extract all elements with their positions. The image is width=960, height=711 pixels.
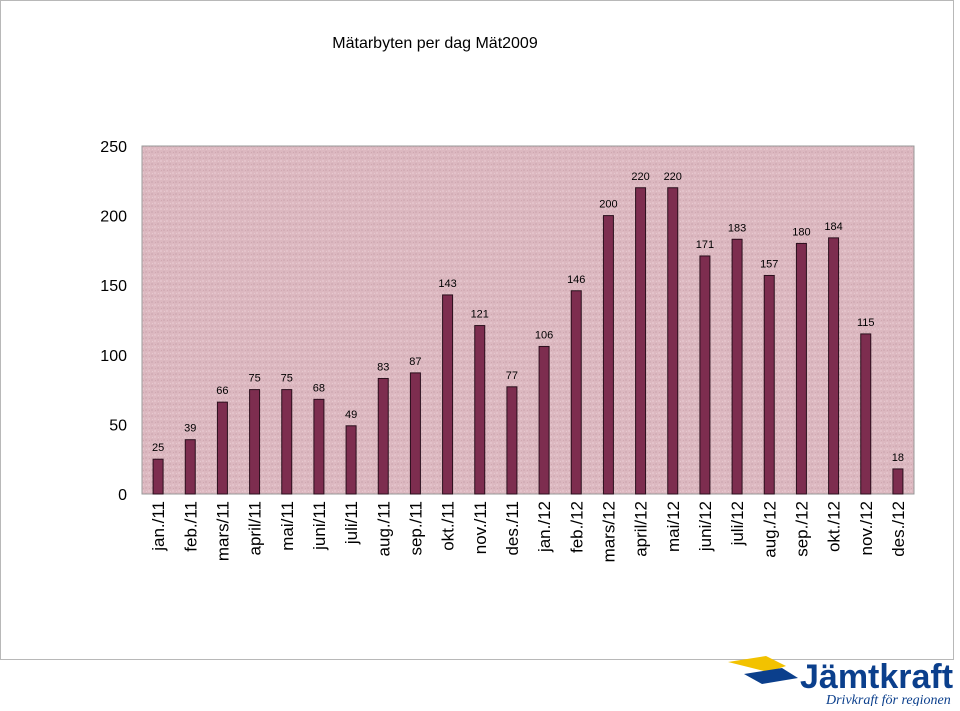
bar [474, 325, 486, 495]
chart-title: Mätarbyten per dag Mät2009 [332, 35, 538, 52]
logo-tagline: Drivkraft för regionen [825, 693, 951, 706]
data-label: 18 [892, 452, 904, 464]
bar [184, 439, 196, 495]
plot-area [141, 145, 915, 495]
data-label: 184 [824, 221, 842, 233]
y-tick-label: 0 [118, 487, 127, 504]
bar [731, 238, 743, 495]
bars [152, 187, 904, 495]
x-tick-label: juli/11 [342, 501, 361, 545]
data-label: 180 [792, 226, 810, 238]
data-label: 75 [248, 373, 260, 385]
x-tick-label: aug./12 [760, 501, 779, 558]
bar [377, 377, 389, 495]
bar [699, 255, 711, 495]
x-tick-label: jan./12 [535, 501, 554, 553]
data-label: 49 [345, 409, 357, 421]
x-tick-label: jan./11 [149, 501, 168, 552]
y-tick-label: 50 [109, 417, 127, 434]
bar [409, 372, 421, 495]
data-label: 171 [696, 239, 714, 251]
y-axis-ticks: 0 50 100 150 200 250 [100, 139, 127, 504]
bar [763, 274, 775, 495]
data-label: 146 [567, 274, 585, 286]
x-tick-label: des./11 [503, 501, 522, 556]
bar [667, 187, 679, 495]
y-tick-label: 150 [100, 278, 127, 295]
bar [538, 345, 550, 495]
data-label: 68 [313, 382, 325, 394]
x-tick-label: nov./11 [471, 501, 490, 554]
x-tick-label: nov./12 [857, 501, 876, 556]
data-label: 25 [152, 442, 164, 454]
bar [216, 401, 228, 495]
x-tick-label: april/12 [632, 501, 651, 557]
data-label: 66 [216, 385, 228, 397]
x-tick-label: mai/11 [278, 501, 297, 551]
bar [345, 425, 357, 495]
logo-brand: Jämtkraft [800, 658, 953, 696]
data-label: 87 [409, 356, 421, 368]
data-label: 115 [857, 317, 875, 329]
bar-chart: Mätarbyten per dag Mät2009 0501001502002… [100, 35, 915, 562]
bar [892, 468, 904, 495]
y-tick-label: 200 [100, 209, 127, 226]
data-label: 77 [506, 370, 518, 382]
x-tick-label: sep./12 [792, 501, 811, 557]
x-tick-label: juli/12 [728, 501, 747, 546]
x-tick-label: sep./11 [406, 501, 425, 556]
x-tick-label: des./12 [889, 501, 908, 557]
data-label: 106 [535, 329, 553, 341]
data-label: 220 [664, 171, 682, 183]
data-label: 183 [728, 222, 746, 234]
bar [313, 398, 325, 495]
bar [152, 458, 164, 495]
x-tick-label: okt./11 [439, 501, 458, 551]
x-tick-label: okt./12 [825, 501, 844, 552]
data-label: 157 [760, 258, 778, 270]
y-tick-label: 100 [100, 348, 127, 365]
data-label: 75 [281, 373, 293, 385]
x-axis-labels: jan./11 feb./11 mars/11 april/11 mai/11 juni/… [149, 501, 908, 562]
jamtkraft-logo: Jämtkraft Drivkraft för regionen [722, 654, 958, 708]
bar [442, 294, 454, 495]
x-tick-label: juni/12 [696, 501, 715, 552]
bar [635, 187, 647, 495]
data-label: 143 [438, 278, 456, 290]
data-labels: 25 39 66 75 75 68 49 83 87 143 121 77 106 146 200 220 22… [152, 171, 904, 464]
data-label: 39 [184, 423, 196, 435]
bar [506, 386, 518, 495]
x-tick-label: april/11 [246, 501, 265, 556]
chart-frame: Mätarbyten per dag Mät2009 0 50 100 150 200 2… [0, 0, 954, 660]
x-tick-label: aug./11 [374, 501, 393, 556]
data-label: 83 [377, 361, 389, 373]
x-tick-label: feb./12 [567, 501, 586, 553]
bar [281, 389, 293, 495]
x-tick-label: mars/12 [599, 501, 618, 562]
bar [570, 290, 582, 495]
x-tick-label: mai/12 [664, 501, 683, 552]
y-tick-label: 250 [100, 139, 127, 156]
bar [795, 242, 807, 495]
data-label: 220 [631, 171, 649, 183]
data-label: 121 [471, 309, 489, 321]
bar [602, 215, 614, 495]
bar [860, 333, 872, 495]
x-tick-label: juni/11 [310, 501, 329, 551]
x-tick-label: mars/11 [213, 501, 232, 561]
bar [249, 389, 261, 495]
data-label: 200 [599, 199, 617, 211]
x-tick-label: feb./11 [181, 501, 200, 552]
bar [828, 237, 840, 495]
logo-mark-icon [728, 656, 798, 684]
